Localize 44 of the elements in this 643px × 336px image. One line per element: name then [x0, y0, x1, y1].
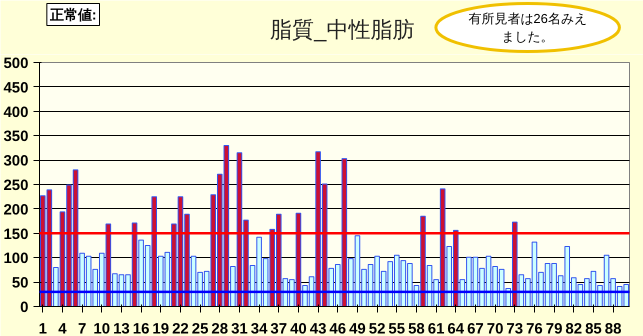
x-tick-label: 46 [329, 320, 346, 336]
x-tick-label: 70 [486, 320, 504, 336]
y-tick-label: 50 [12, 274, 29, 292]
x-tick-label: 55 [388, 320, 406, 336]
x-tick-label: 7 [78, 320, 86, 336]
text: 正常値: [48, 6, 97, 22]
x-tick-label: 4 [58, 320, 68, 336]
x-tick-label: 34 [250, 320, 268, 336]
y-tick-label: 500 [3, 55, 29, 72]
x-tick-label: 28 [211, 320, 228, 336]
x-tick-label: 16 [132, 320, 150, 336]
y-tick-label: 300 [3, 152, 29, 170]
x-tick-label: 61 [428, 320, 444, 336]
y-tick-label: 100 [3, 250, 29, 268]
x-tick-label: 73 [506, 320, 524, 336]
x-tick-label: 82 [565, 320, 582, 336]
x-tick-label: 52 [368, 320, 386, 336]
x-tick-label: 79 [546, 320, 562, 336]
x-tick-label: 1 [38, 320, 47, 336]
x-tick-label: 13 [113, 320, 130, 336]
x-tick-label: 40 [290, 320, 307, 336]
text: 有所見者は26名みえました。 [468, 11, 587, 44]
x-tick-label: 76 [526, 320, 543, 336]
x-tick-label: 10 [93, 320, 110, 336]
x-tick-label: 31 [231, 320, 248, 336]
x-tick-label: 49 [349, 320, 366, 336]
y-tick-label: 150 [3, 226, 29, 243]
y-tick-label: 0 [20, 299, 28, 316]
y-tick-label: 400 [3, 104, 29, 121]
y-tick-label: 350 [3, 128, 29, 146]
x-tick-label: 64 [447, 320, 465, 336]
y-tick-label: 450 [3, 79, 29, 96]
x-tick-label: 58 [408, 320, 425, 336]
x-tick-label: 85 [585, 320, 602, 336]
x-tick-label: 37 [270, 320, 288, 336]
y-tick-label: 200 [3, 201, 29, 218]
x-tick-label: 25 [192, 320, 208, 336]
x-tick-label: 19 [152, 320, 170, 336]
x-tick-label: 88 [604, 320, 622, 336]
y-tick-label: 250 [3, 177, 29, 194]
x-tick-label: 22 [172, 320, 189, 336]
x-tick-label: 67 [467, 320, 484, 336]
x-tick-label: 43 [310, 320, 326, 336]
chart-title: 脂質_中性脂肪 [270, 17, 414, 42]
